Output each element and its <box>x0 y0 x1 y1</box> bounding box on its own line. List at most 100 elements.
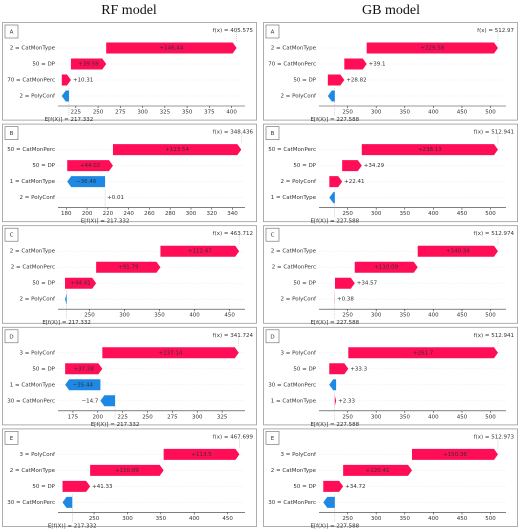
bar <box>334 277 355 289</box>
panel-letter: D <box>270 334 274 340</box>
x-tick-label: 450 <box>457 313 468 319</box>
feature-label: 70 = CatMonPerc <box>268 62 316 68</box>
x-tick-label: 300 <box>371 211 382 217</box>
panel-border <box>263 22 518 121</box>
base-label: E[f(X)] = <box>310 523 335 529</box>
base-text: E[f(X)] = 217.332 <box>81 218 130 224</box>
value-label: +10.31 <box>73 78 93 84</box>
bar <box>323 480 344 492</box>
x-tick-label: 250 <box>93 110 104 116</box>
value-label: −36.46 <box>76 179 97 185</box>
base-text: E[f(X)] = 217.332 <box>45 117 94 123</box>
base-value: 227.588 <box>336 218 359 224</box>
x-tick-label: 400 <box>428 313 439 319</box>
fx-text: f(x) = 512.941 <box>474 332 514 338</box>
value-label: +91.79 <box>118 265 139 271</box>
fx-text: f(x) = 348.436 <box>213 129 254 135</box>
x-tick-label: 325 <box>160 110 171 116</box>
x-tick-label: 500 <box>485 414 496 420</box>
x-tick-label: 300 <box>371 313 382 319</box>
x-tick-label: 175 <box>68 414 79 420</box>
panel-letter-box <box>265 227 280 242</box>
x-tick-label: 500 <box>485 313 496 319</box>
column-title: GB model <box>362 3 420 18</box>
base-value: 227.588 <box>336 117 359 123</box>
panel-letter-box <box>265 431 280 445</box>
fx-text: f(x) = 512.941 <box>474 129 514 135</box>
x-tick-label: 225 <box>117 414 128 420</box>
panel-border <box>2 22 257 121</box>
value-label: +146.44 <box>159 46 183 52</box>
value-label: +137.14 <box>159 350 183 356</box>
feature-label: 50 = DP <box>32 484 55 490</box>
x-tick-label: 375 <box>204 110 215 116</box>
x-tick-label: 350 <box>156 516 167 522</box>
feature-label: 1 = CatMonType <box>10 382 56 388</box>
column-title: RF model <box>101 3 157 18</box>
bar <box>61 74 71 86</box>
base-value: 227.588 <box>336 320 359 326</box>
fx-value: 341.724 <box>230 332 253 338</box>
feature-label: 50 = DP <box>32 366 55 372</box>
x-tick-label: 400 <box>428 110 439 116</box>
x-tick-label: 500 <box>485 516 496 522</box>
fx-text: f(x) = 512.974 <box>474 231 515 237</box>
bar <box>361 144 498 156</box>
base-value: 217.332 <box>71 117 94 123</box>
bar <box>342 160 362 172</box>
x-tick-label: 350 <box>182 110 193 116</box>
fx-value: 512.974 <box>491 231 514 237</box>
panel-letter-box <box>4 24 19 39</box>
feature-label: 2 = CatMonPerc <box>11 265 55 271</box>
feature-label: 2 = PolyConf <box>19 94 56 100</box>
fx-label: f(x) = <box>213 231 229 237</box>
base-label: E[f(X)] = <box>45 117 70 123</box>
base-label: E[f(X)] = <box>310 117 335 123</box>
x-tick-label: 250 <box>342 313 353 319</box>
value-label: +238.13 <box>418 147 442 153</box>
base-value: 217.332 <box>107 218 130 224</box>
x-tick-label: 300 <box>371 516 382 522</box>
panel-letter-box <box>4 126 19 140</box>
feature-label: 50 = DP <box>293 281 316 287</box>
feature-label: 50 = CatMonPerc <box>268 147 316 153</box>
feature-label: 50 = DP <box>293 163 316 169</box>
base-value: 227.588 <box>336 523 359 529</box>
base-label: E[f(X)] = <box>48 523 73 529</box>
panel-border <box>263 428 518 527</box>
feature-label: 2 = CatMonType <box>10 468 56 474</box>
panel-border <box>263 326 518 426</box>
base-text: E[f(X)] = 227.588 <box>310 421 359 427</box>
bar <box>160 245 240 257</box>
value-label: +0.38 <box>337 297 354 303</box>
bar <box>163 448 240 460</box>
x-tick-label: 340 <box>227 211 238 217</box>
feature-label: 3 = PolyConf <box>19 350 56 356</box>
fx-value: 467.699 <box>230 434 253 440</box>
x-tick-label: 500 <box>485 211 496 217</box>
x-tick-label: 250 <box>84 313 95 319</box>
x-tick-label: 300 <box>371 414 382 420</box>
bar <box>329 192 335 204</box>
base-text: E[f(X)] = 227.588 <box>310 218 359 224</box>
panel-letter: A <box>271 30 275 36</box>
feature-label: 2 = PolyConf <box>280 179 317 185</box>
x-tick-label: 350 <box>400 414 411 420</box>
x-tick-label: 250 <box>342 414 353 420</box>
base-text: E[f(X)] = 227.588 <box>310 523 359 529</box>
panel-letter: B <box>271 131 275 137</box>
fx-label: f(x) = <box>213 434 229 440</box>
bar <box>344 58 367 70</box>
value-label: +2.33 <box>338 398 355 404</box>
x-tick-label: 400 <box>226 110 237 116</box>
value-label: +0.01 <box>107 195 124 201</box>
base-label: E[f(X)] = <box>310 320 335 326</box>
x-tick-label: 350 <box>154 313 165 319</box>
fx-label: f(x) = <box>477 28 493 34</box>
feature-label: 50 = DP <box>32 62 55 68</box>
panel-letter: E <box>271 436 275 442</box>
value-label: +39.59 <box>78 62 99 68</box>
